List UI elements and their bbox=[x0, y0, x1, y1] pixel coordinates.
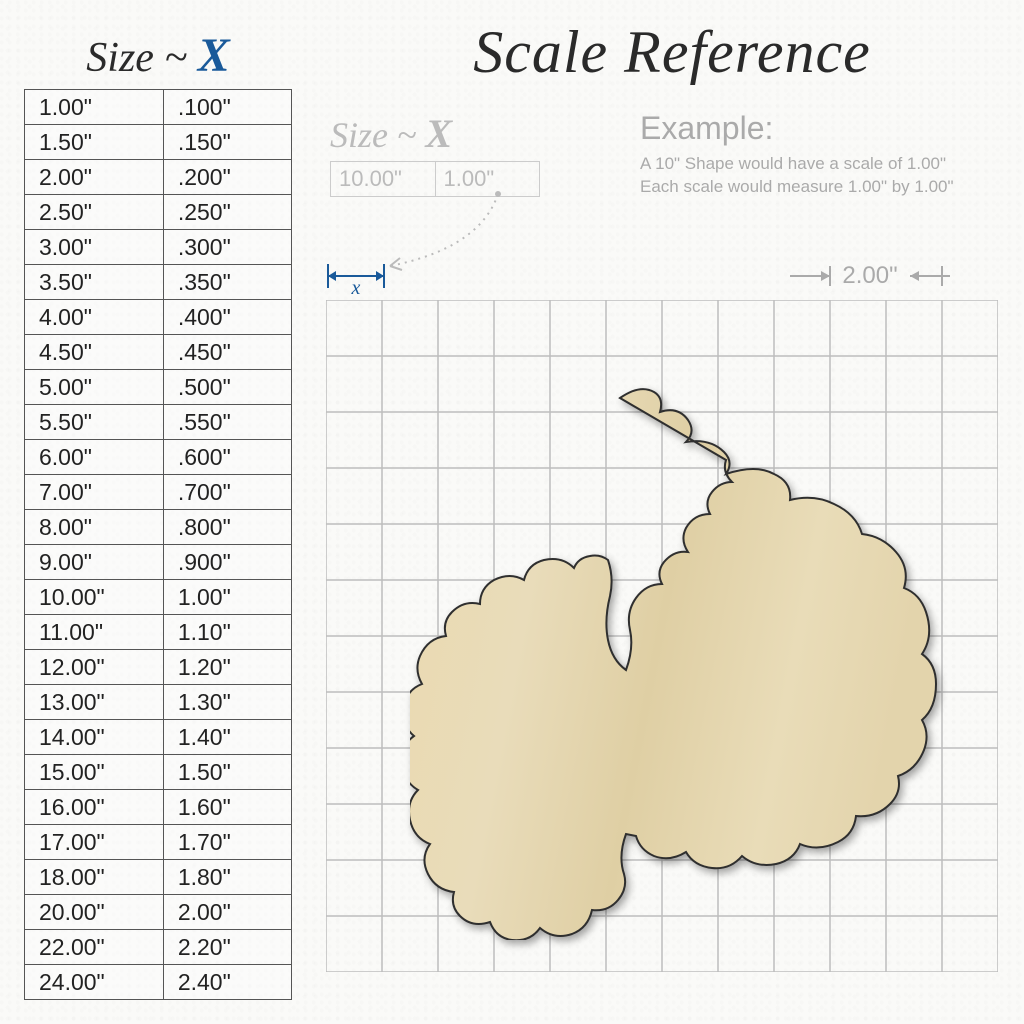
table-cell: .700" bbox=[163, 475, 291, 510]
size-table: Size ~ X 1.00".100"1.50".150"2.00".200"2… bbox=[24, 28, 292, 1000]
table-row: 16.00"1.60" bbox=[25, 790, 292, 825]
size-label-prefix: Size ~ bbox=[86, 35, 197, 81]
table-row: 2.00".200" bbox=[25, 160, 292, 195]
table-cell: .800" bbox=[163, 510, 291, 545]
table-row: 5.00".500" bbox=[25, 370, 292, 405]
table-row: 6.00".600" bbox=[25, 440, 292, 475]
table-cell: 17.00" bbox=[25, 825, 164, 860]
table-cell: 18.00" bbox=[25, 860, 164, 895]
table-cell: 12.00" bbox=[25, 650, 164, 685]
example-line-2: Each scale would measure 1.00" by 1.00" bbox=[640, 176, 1010, 199]
table-row: 4.50".450" bbox=[25, 335, 292, 370]
two-inch-label: 2.00" bbox=[780, 262, 960, 290]
example-block: Example: A 10" Shape would have a scale … bbox=[640, 110, 1010, 199]
two-inch-dimension: 2.00" bbox=[780, 256, 960, 296]
table-cell: 1.40" bbox=[163, 720, 291, 755]
table-row: 7.00".700" bbox=[25, 475, 292, 510]
table-row: 14.00"1.40" bbox=[25, 720, 292, 755]
mini-example: Size ~ X 10.00" 1.00" bbox=[330, 110, 550, 197]
table-cell: 20.00" bbox=[25, 895, 164, 930]
table-cell: .450" bbox=[163, 335, 291, 370]
table-row: 3.50".350" bbox=[25, 265, 292, 300]
table-row: 15.00"1.50" bbox=[25, 755, 292, 790]
table-cell: 2.50" bbox=[25, 195, 164, 230]
mini-header: Size ~ X bbox=[330, 110, 550, 157]
table-row: 18.00"1.80" bbox=[25, 860, 292, 895]
table-cell: 2.40" bbox=[163, 965, 291, 1000]
size-table-header: Size ~ X bbox=[24, 28, 292, 83]
example-line-1: A 10" Shape would have a scale of 1.00" bbox=[640, 153, 1010, 176]
page-title: Scale Reference bbox=[340, 18, 1004, 87]
size-label-x: X bbox=[198, 29, 230, 82]
table-cell: 3.00" bbox=[25, 230, 164, 265]
table-row: 9.00".900" bbox=[25, 545, 292, 580]
table-row: 1.50".150" bbox=[25, 125, 292, 160]
table-row: 3.00".300" bbox=[25, 230, 292, 265]
table-row: 2.50".250" bbox=[25, 195, 292, 230]
table-cell: .100" bbox=[163, 90, 291, 125]
mini-header-x: X bbox=[425, 111, 452, 156]
table-cell: 1.50" bbox=[163, 755, 291, 790]
table-row: 20.00"2.00" bbox=[25, 895, 292, 930]
table-row: 10.00"1.00" bbox=[25, 580, 292, 615]
table-cell: 6.00" bbox=[25, 440, 164, 475]
table-cell: 1.80" bbox=[163, 860, 291, 895]
table-row: 11.00"1.10" bbox=[25, 615, 292, 650]
table-cell: .400" bbox=[163, 300, 291, 335]
table-cell: 4.00" bbox=[25, 300, 164, 335]
table-cell: 11.00" bbox=[25, 615, 164, 650]
table-cell: .500" bbox=[163, 370, 291, 405]
table-cell: 13.00" bbox=[25, 685, 164, 720]
table-cell: 1.00" bbox=[25, 90, 164, 125]
table-cell: 24.00" bbox=[25, 965, 164, 1000]
example-title: Example: bbox=[640, 110, 1010, 147]
table-cell: 1.10" bbox=[163, 615, 291, 650]
table-cell: 2.00" bbox=[163, 895, 291, 930]
scale-table: 1.00".100"1.50".150"2.00".200"2.50".250"… bbox=[24, 89, 292, 1000]
mini-header-prefix: Size ~ bbox=[330, 115, 425, 155]
table-cell: .550" bbox=[163, 405, 291, 440]
table-cell: .200" bbox=[163, 160, 291, 195]
table-row: 4.00".400" bbox=[25, 300, 292, 335]
table-cell: .600" bbox=[163, 440, 291, 475]
table-cell: .250" bbox=[163, 195, 291, 230]
table-cell: 1.60" bbox=[163, 790, 291, 825]
table-cell: 5.00" bbox=[25, 370, 164, 405]
table-cell: 1.50" bbox=[25, 125, 164, 160]
table-row: 1.00".100" bbox=[25, 90, 292, 125]
table-cell: 1.30" bbox=[163, 685, 291, 720]
table-cell: 14.00" bbox=[25, 720, 164, 755]
table-cell: .350" bbox=[163, 265, 291, 300]
table-row: 8.00".800" bbox=[25, 510, 292, 545]
table-row: 24.00"2.40" bbox=[25, 965, 292, 1000]
table-cell: 15.00" bbox=[25, 755, 164, 790]
wood-shape bbox=[410, 380, 950, 940]
table-cell: 9.00" bbox=[25, 545, 164, 580]
table-row: 5.50".550" bbox=[25, 405, 292, 440]
table-cell: 22.00" bbox=[25, 930, 164, 965]
table-cell: .300" bbox=[163, 230, 291, 265]
table-cell: 1.70" bbox=[163, 825, 291, 860]
table-cell: 1.20" bbox=[163, 650, 291, 685]
table-row: 12.00"1.20" bbox=[25, 650, 292, 685]
x-indicator-label: x bbox=[351, 277, 361, 296]
table-cell: .150" bbox=[163, 125, 291, 160]
table-cell: 4.50" bbox=[25, 335, 164, 370]
table-cell: 5.50" bbox=[25, 405, 164, 440]
table-row: 22.00"2.20" bbox=[25, 930, 292, 965]
table-row: 13.00"1.30" bbox=[25, 685, 292, 720]
table-cell: 16.00" bbox=[25, 790, 164, 825]
table-cell: 8.00" bbox=[25, 510, 164, 545]
table-cell: 3.50" bbox=[25, 265, 164, 300]
table-cell: .900" bbox=[163, 545, 291, 580]
table-cell: 7.00" bbox=[25, 475, 164, 510]
table-cell: 2.20" bbox=[163, 930, 291, 965]
table-cell: 2.00" bbox=[25, 160, 164, 195]
table-cell: 1.00" bbox=[163, 580, 291, 615]
x-width-indicator: x bbox=[320, 256, 430, 296]
table-row: 17.00"1.70" bbox=[25, 825, 292, 860]
table-cell: 10.00" bbox=[25, 580, 164, 615]
